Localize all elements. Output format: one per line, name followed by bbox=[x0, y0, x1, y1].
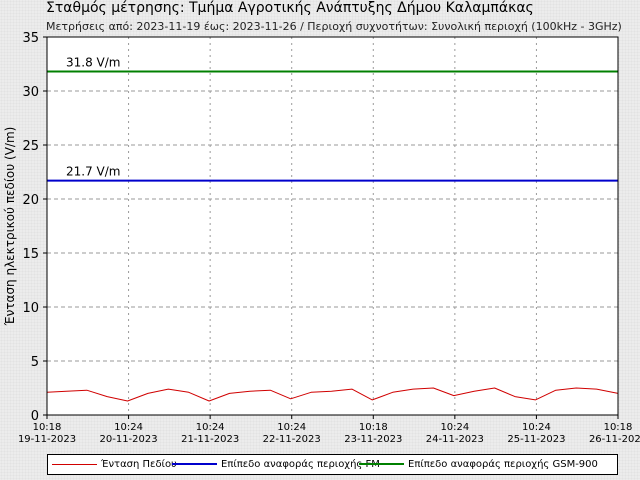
reference-line-label: 21.7 V/m bbox=[66, 165, 120, 179]
chart-subtitle: Μετρήσεις από: 2023-11-19 έως: 2023-11-2… bbox=[46, 20, 622, 33]
plot-area bbox=[47, 37, 618, 415]
y-tick-label: 5 bbox=[31, 355, 39, 370]
x-tick-date-label: 25-11-2023 bbox=[507, 434, 565, 445]
x-tick-time-label: 10:24 bbox=[522, 422, 551, 433]
legend-item-gsm900: Επίπεδο αναφοράς περιοχής GSM-900 bbox=[359, 459, 598, 470]
x-tick-date-label: 23-11-2023 bbox=[344, 434, 402, 445]
series-line-field-strength bbox=[46, 387, 619, 402]
reference-lines: 21.7 V/m 31.8 V/m bbox=[47, 56, 618, 182]
y-tick-label: 35 bbox=[22, 31, 39, 46]
x-tick-time-label: 10:18 bbox=[33, 422, 62, 433]
plot-frame bbox=[46, 36, 619, 416]
y-tick-label: 10 bbox=[22, 301, 39, 316]
x-tick-date-label: 26-11-2023 bbox=[589, 434, 640, 445]
x-axis: 10:1819-11-202310:2420-11-202310:2421-11… bbox=[18, 415, 640, 445]
legend-swatch-green bbox=[359, 463, 404, 465]
y-tick-label: 0 bbox=[31, 409, 39, 424]
x-tick-time-label: 10:24 bbox=[114, 422, 143, 433]
x-tick-time-label: 10:24 bbox=[277, 422, 306, 433]
legend-swatch-red bbox=[52, 463, 97, 465]
y-axis: 0 5 10 15 20 25 30 35 bbox=[22, 31, 47, 424]
x-tick-time-label: 10:18 bbox=[604, 422, 633, 433]
legend-label: Επίπεδο αναφοράς περιοχής GSM-900 bbox=[408, 459, 598, 470]
legend: Ένταση Πεδίου Επίπεδο αναφοράς περιοχής … bbox=[47, 454, 618, 475]
y-tick-label: 20 bbox=[22, 193, 39, 208]
x-tick-time-label: 10:24 bbox=[196, 422, 225, 433]
y-tick-label: 15 bbox=[22, 247, 39, 262]
y-axis-label: Ένταση ηλεκτρικού πεδίου (V/m) bbox=[3, 127, 17, 327]
series-layer bbox=[46, 387, 619, 402]
legend-label: Επίπεδο αναφοράς περιοχής FM bbox=[221, 459, 380, 470]
reference-line-label: 31.8 V/m bbox=[66, 56, 120, 70]
x-tick-date-label: 20-11-2023 bbox=[100, 434, 158, 445]
x-tick-date-label: 22-11-2023 bbox=[263, 434, 321, 445]
legend-label: Ένταση Πεδίου bbox=[101, 459, 177, 470]
x-tick-date-label: 19-11-2023 bbox=[18, 434, 76, 445]
legend-item-fm: Επίπεδο αναφοράς περιοχής FM bbox=[172, 459, 380, 470]
x-tick-time-label: 10:18 bbox=[359, 422, 388, 433]
x-tick-date-label: 24-11-2023 bbox=[426, 434, 484, 445]
x-tick-date-label: 21-11-2023 bbox=[181, 434, 239, 445]
y-tick-label: 30 bbox=[22, 85, 39, 100]
legend-swatch-blue bbox=[172, 463, 217, 465]
chart-title: Σταθμός μέτρησης: Τμήμα Αγροτικής Ανάπτυ… bbox=[46, 0, 534, 16]
x-tick-time-label: 10:24 bbox=[440, 422, 469, 433]
legend-item-field-strength: Ένταση Πεδίου bbox=[52, 459, 177, 470]
y-tick-label: 25 bbox=[22, 139, 39, 154]
